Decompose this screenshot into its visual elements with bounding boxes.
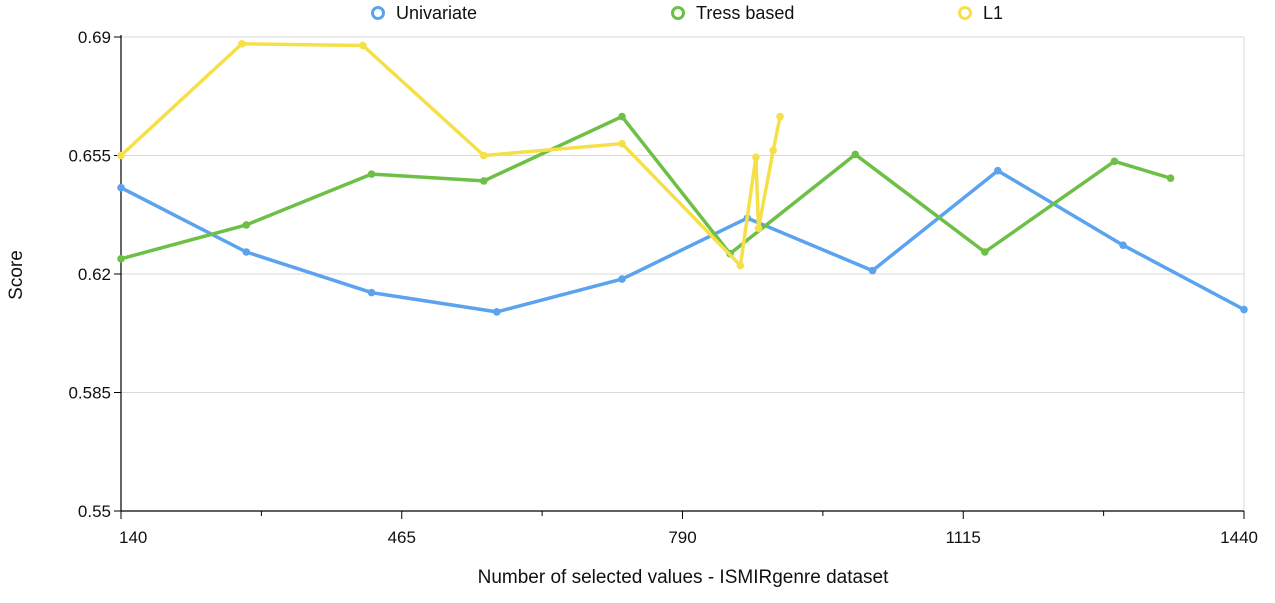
x-axis-title: Number of selected values - ISMIRgenre d… — [478, 567, 890, 588]
data-point — [851, 150, 860, 159]
data-point — [618, 112, 626, 121]
data-point — [981, 248, 989, 256]
y-tick-label: 0.62 — [78, 265, 111, 284]
y-axis-title: Score — [6, 250, 27, 300]
series-layer — [117, 39, 1248, 316]
series-line — [119, 42, 782, 268]
data-point — [868, 266, 877, 275]
data-point — [367, 288, 376, 297]
data-point — [367, 170, 376, 178]
data-point — [359, 41, 367, 50]
data-point — [480, 177, 488, 185]
y-tick-label: 0.655 — [68, 147, 111, 166]
data-point — [117, 254, 125, 263]
x-tick-label: 1115 — [946, 528, 981, 547]
data-point — [752, 153, 760, 161]
legend-marker — [958, 6, 972, 20]
data-point — [618, 139, 626, 148]
data-point — [492, 308, 501, 316]
data-point — [238, 39, 246, 48]
data-point — [1119, 241, 1127, 250]
legend-label: Tress based — [696, 3, 794, 23]
legend-item-tress-based: Tress based — [671, 3, 794, 23]
x-tick-label: 1440 — [1220, 528, 1258, 547]
legend-label: L1 — [983, 3, 1003, 23]
grid — [121, 36, 1245, 511]
legend-item-univariate: Univariate — [371, 3, 477, 23]
data-point — [117, 151, 125, 160]
x-tick-label: 140 — [119, 528, 147, 547]
y-tick-label: 0.55 — [78, 502, 111, 521]
data-point — [994, 166, 1002, 175]
data-point — [618, 275, 626, 283]
series-line — [119, 114, 1173, 261]
data-point — [1110, 157, 1119, 166]
y-tick-label: 0.69 — [78, 28, 111, 47]
data-point — [1240, 305, 1248, 314]
series-line — [119, 168, 1246, 314]
data-point — [242, 221, 251, 229]
legend: Univariate Tress based L1 — [371, 3, 1003, 23]
data-point — [754, 224, 763, 233]
series-tress-based — [117, 112, 1175, 263]
data-point — [769, 146, 778, 155]
axes: 0.55 0.585 0.62 0.655 0.69 140 465 790 1115 1440 — [68, 28, 1258, 547]
data-point — [480, 151, 488, 160]
x-tick-label: 465 — [388, 528, 416, 547]
legend-label: Univariate — [396, 3, 477, 23]
data-point — [776, 112, 784, 121]
x-tick-label: 790 — [668, 528, 696, 547]
series-univariate — [117, 166, 1248, 316]
legend-item-l1: L1 — [958, 3, 1003, 23]
legend-marker — [671, 6, 685, 20]
data-point — [117, 183, 125, 192]
data-point — [1166, 174, 1175, 182]
data-point — [242, 248, 251, 256]
series-l1 — [117, 39, 784, 270]
data-point — [736, 261, 745, 270]
y-tick-label: 0.585 — [68, 384, 111, 403]
legend-marker — [371, 6, 385, 20]
